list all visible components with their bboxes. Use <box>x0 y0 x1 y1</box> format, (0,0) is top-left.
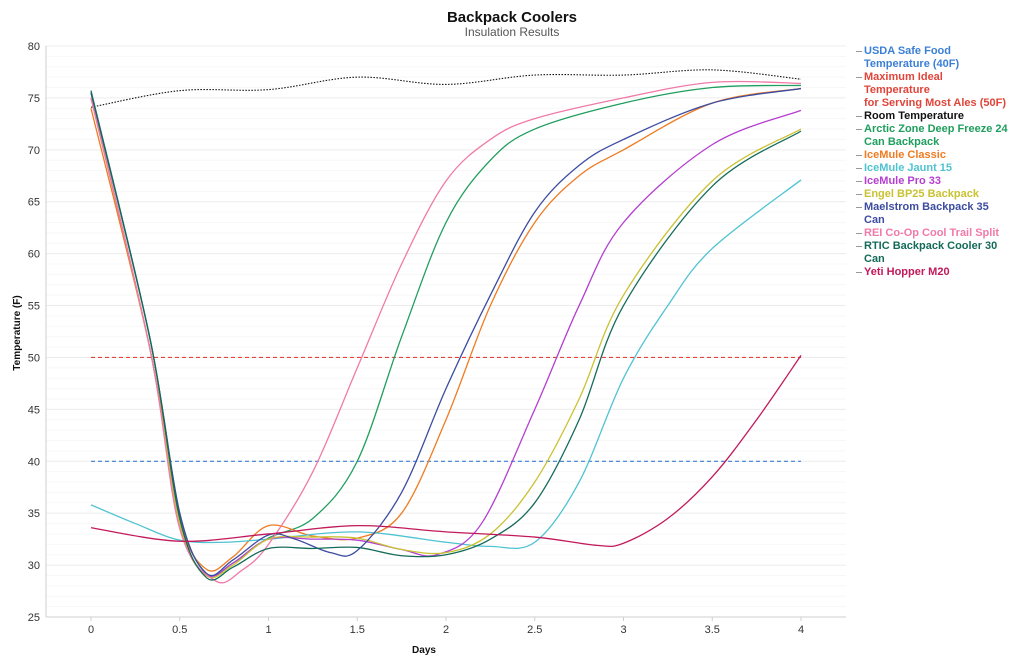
series-line <box>90 355 802 548</box>
y-tick-label: 65 <box>28 197 40 209</box>
y-tick-label: 55 <box>28 301 40 313</box>
y-tick-label: 60 <box>28 249 40 261</box>
legend-item[interactable]: Maelstrom Backpack 35 Can <box>856 201 1024 227</box>
x-axis-label: Days <box>412 645 436 656</box>
y-tick-label: 80 <box>28 41 40 53</box>
legend-label: Arctic Zone Deep Freeze 24 <box>864 123 1008 135</box>
series-line <box>90 80 802 584</box>
legend-item[interactable]: IceMule Classic <box>856 149 1024 162</box>
legend-marker-icon <box>856 272 862 273</box>
legend-item[interactable]: IceMule Jaunt 15 <box>856 162 1024 175</box>
x-tick-label: 4 <box>798 624 804 636</box>
y-tick-label: 25 <box>28 612 40 624</box>
legend-label: Can Backpack <box>864 136 940 148</box>
x-tick-label: 2 <box>443 624 449 636</box>
y-tick-label: 70 <box>28 145 40 157</box>
series-line <box>90 69 802 108</box>
legend-label: Room Temperature <box>864 110 965 122</box>
legend-marker-icon <box>856 194 862 195</box>
legend-label: IceMule Pro 33 <box>864 175 942 187</box>
legend-label: REI Co-Op Cool Trail Split <box>864 227 1000 239</box>
legend-item[interactable]: Engel BP25 Backpack <box>856 188 1024 201</box>
x-tick-label: 1 <box>265 624 271 636</box>
legend-marker-icon <box>856 129 862 130</box>
legend-label: Maelstrom Backpack 35 <box>864 201 989 213</box>
legend-label: IceMule Jaunt 15 <box>864 162 953 174</box>
legend-item[interactable]: Room Temperature <box>856 110 1024 123</box>
legend-label: for Serving Most Ales (50F) <box>864 97 1007 109</box>
legend-marker-icon <box>856 51 862 52</box>
y-tick-label: 40 <box>28 456 40 468</box>
x-tick-label: 0.5 <box>172 624 187 636</box>
y-axis-label: Temperature (F) <box>12 295 23 370</box>
legend-item[interactable]: Arctic Zone Deep Freeze 24 Can Backpack <box>856 123 1024 149</box>
axes: 25 30 35 40 45 50 55 60 65 70 75 80 0 0.5 1 1.5 2 2.5 3 3.5… <box>28 41 846 636</box>
legend-marker-icon <box>856 155 862 156</box>
series-line <box>90 87 802 572</box>
legend-item[interactable]: Yeti Hopper M20 <box>856 266 1024 279</box>
legend-label: Can <box>864 214 885 226</box>
legend-marker-icon <box>856 116 862 117</box>
legend-item[interactable]: RTIC Backpack Cooler 30 Can <box>856 240 1024 266</box>
legend-label: Temperature <box>864 84 930 96</box>
series-line <box>90 87 802 577</box>
legend-item[interactable]: USDA Safe Food Temperature (40F) <box>856 45 1024 71</box>
x-tick-label: 2.5 <box>527 624 542 636</box>
legend-item[interactable]: IceMule Pro 33 <box>856 175 1024 188</box>
y-tick-label: 45 <box>28 404 40 416</box>
legend-marker-icon <box>856 207 862 208</box>
legend-label: Can <box>864 253 885 265</box>
x-tick-label: 0 <box>88 624 94 636</box>
series-line <box>90 97 802 579</box>
legend-marker-icon <box>856 181 862 182</box>
legend-item[interactable]: REI Co-Op Cool Trail Split <box>856 227 1024 240</box>
y-tick-label: 75 <box>28 93 40 105</box>
x-tick-label: 3.5 <box>705 624 720 636</box>
y-tick-label: 30 <box>28 560 40 572</box>
legend-item[interactable]: Maximum Ideal Temperature for Serving Most… <box>856 71 1024 110</box>
chart-subtitle: Insulation Results <box>464 25 560 39</box>
legend-label: RTIC Backpack Cooler 30 <box>864 240 998 252</box>
legend-marker-icon <box>856 246 862 247</box>
legend-marker-icon <box>856 77 862 78</box>
series-line <box>90 90 802 581</box>
legend-label: Yeti Hopper M20 <box>864 266 950 278</box>
x-tick-label: 3 <box>620 624 626 636</box>
series-line <box>90 179 802 550</box>
chart-title: Backpack Coolers <box>446 9 578 26</box>
x-tick-label: 1.5 <box>350 624 365 636</box>
legend-label: IceMule Classic <box>864 149 946 161</box>
legend-label: Temperature (40F) <box>864 58 960 70</box>
legend: USDA Safe Food Temperature (40F) Maximum I… <box>856 45 1024 279</box>
legend-marker-icon <box>856 233 862 234</box>
legend-label: USDA Safe Food <box>864 45 951 57</box>
data-lines <box>90 69 802 584</box>
legend-marker-icon <box>856 168 862 169</box>
legend-label: Engel BP25 Backpack <box>864 188 979 200</box>
legend-label: Maximum Ideal <box>864 71 943 83</box>
y-tick-label: 35 <box>28 508 40 520</box>
y-tick-label: 50 <box>28 352 40 364</box>
